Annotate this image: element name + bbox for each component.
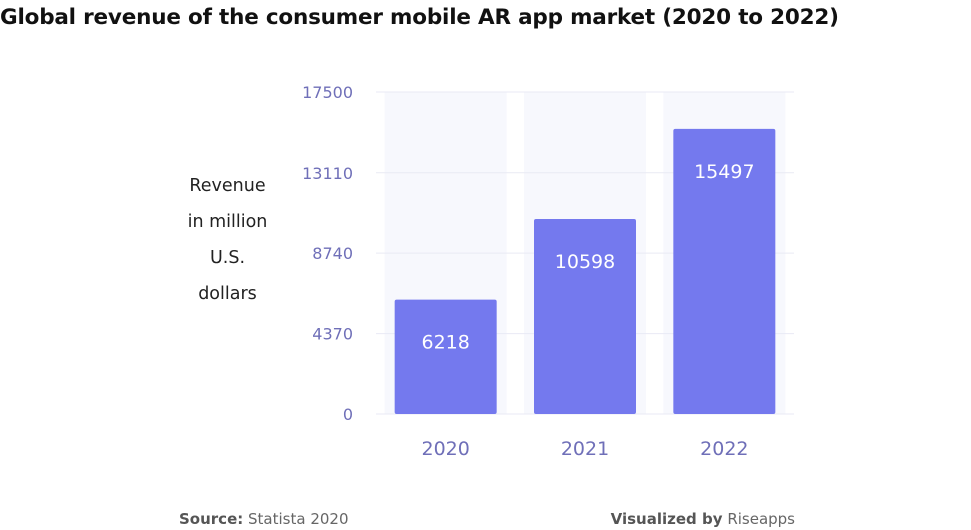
bar-2020 bbox=[394, 299, 497, 414]
y-axis-label-line: Revenue bbox=[189, 176, 266, 196]
credit-value: Riseapps bbox=[727, 510, 795, 528]
x-tick-labels: 2020 2021 2022 bbox=[421, 438, 748, 460]
y-axis-label-line: in million bbox=[187, 212, 268, 232]
y-axis-label: Revenue in million U.S. dollars bbox=[170, 168, 285, 312]
bars bbox=[394, 128, 776, 414]
data-label: 15497 bbox=[694, 161, 754, 183]
credit-note: Visualized by Riseapps bbox=[611, 508, 795, 530]
data-label: 10598 bbox=[555, 251, 615, 273]
source-note: Source: Statista 2020 bbox=[179, 508, 349, 530]
x-tick-label: 2022 bbox=[700, 438, 748, 460]
bar-2022 bbox=[673, 128, 776, 414]
y-tick-label: 17500 bbox=[302, 83, 353, 102]
y-tick-labels: 0 4370 8740 13110 17500 bbox=[302, 83, 353, 424]
chart-title: Global revenue of the consumer mobile AR… bbox=[0, 5, 839, 30]
y-tick-label: 13110 bbox=[302, 164, 353, 183]
data-labels: 6218 10598 15497 bbox=[421, 161, 754, 354]
x-tick-label: 2020 bbox=[421, 438, 469, 460]
bar-2021 bbox=[534, 218, 636, 414]
y-tick-label: 0 bbox=[343, 405, 353, 424]
x-tick-label: 2021 bbox=[561, 438, 609, 460]
y-axis-label-line: dollars bbox=[198, 284, 257, 304]
y-axis-label-line: U.S. bbox=[209, 248, 246, 268]
source-label: Source: bbox=[179, 510, 244, 528]
source-value: Statista 2020 bbox=[248, 510, 349, 528]
y-tick-label: 8740 bbox=[312, 244, 353, 263]
y-tick-label: 4370 bbox=[312, 325, 353, 344]
data-label: 6218 bbox=[421, 332, 469, 354]
credit-label: Visualized by bbox=[610, 510, 723, 528]
